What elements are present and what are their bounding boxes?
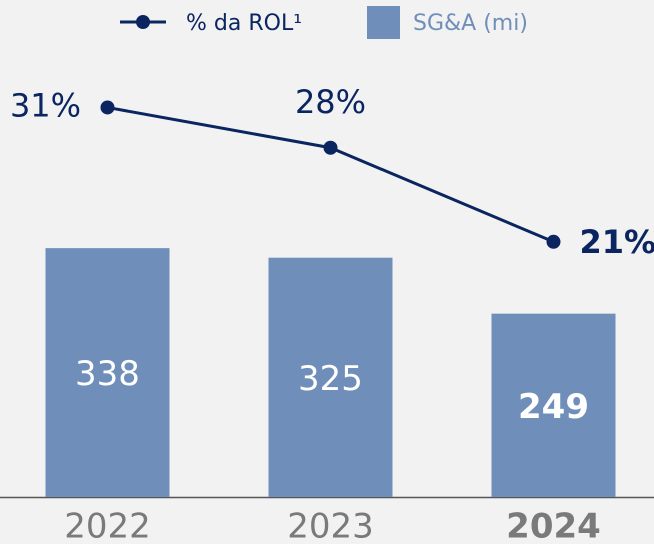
legend-label: % da ROL¹: [186, 11, 302, 36]
line-value-label: 21%: [580, 223, 654, 261]
line: [107, 105, 555, 244]
legend-swatch: [367, 6, 400, 39]
x-tick-label: 2024: [506, 507, 601, 544]
line-point: [546, 234, 561, 249]
bar-value-label: 338: [75, 354, 140, 394]
line-point: [323, 140, 338, 155]
x-tick-label: 2023: [287, 507, 374, 544]
bar-value-label: 249: [518, 387, 589, 427]
legend-dot-icon: [136, 15, 150, 29]
bar: [268, 257, 393, 497]
bar: [45, 248, 170, 497]
line-value-label: 28%: [295, 83, 366, 121]
legend-label: SG&A (mi): [413, 11, 528, 36]
line-point: [100, 100, 115, 115]
bar: [491, 313, 616, 497]
bar-value-label: 325: [298, 359, 363, 399]
line-value-label: 31%: [10, 86, 81, 124]
x-tick-label: 2022: [64, 507, 151, 544]
